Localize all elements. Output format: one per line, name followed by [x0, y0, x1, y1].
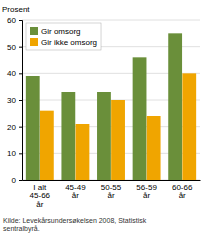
legend-swatch: [30, 27, 38, 35]
tick-label: 56-59år: [136, 183, 157, 201]
tick-label: 45-49år: [65, 183, 86, 201]
tick-label-line: 45-49: [65, 183, 86, 192]
bar: [168, 33, 182, 180]
tick-mark: [19, 100, 22, 101]
bars: [26, 33, 196, 180]
tick-mark: [19, 20, 22, 21]
x-axis: I alt45-66år45-49år50-55år56-59år60-66år: [23, 180, 201, 209]
tick-label-line: 60-66: [172, 183, 193, 192]
grid: [22, 20, 200, 180]
y-axis: 0 10 20 30 40 50 60: [7, 16, 22, 185]
tick: 60: [7, 16, 22, 25]
chart: 0102030405060I alt45-66år45-49år50-55år5…: [0, 0, 206, 234]
tick: 50-55år: [101, 180, 122, 200]
tick-label: 20: [7, 123, 16, 132]
bar: [26, 76, 40, 180]
bar: [40, 111, 54, 180]
legend-swatch: [30, 38, 38, 46]
tick: 50: [7, 43, 22, 52]
tick: 60-66år: [172, 180, 193, 200]
tick-mark: [19, 127, 22, 128]
plot: 0102030405060I alt45-66år45-49år50-55år5…: [7, 16, 200, 209]
bar: [61, 92, 75, 180]
tick: I alt45-66år: [30, 180, 51, 209]
tick: 30: [7, 96, 22, 105]
bar: [133, 57, 147, 180]
tick: 20: [7, 123, 22, 132]
tick-label: 40: [7, 69, 16, 78]
annotation-line: Kilde: Levekårsundersøkelsen 2008, Stati…: [3, 217, 147, 224]
tick-label-line: år: [107, 191, 114, 200]
tick-label: I alt45-66år: [30, 183, 51, 210]
tick-label-line: 45-66: [30, 191, 51, 200]
axis-title: Prosent: [2, 5, 30, 14]
tick: 40: [7, 69, 22, 78]
tick: 56-59år: [136, 180, 157, 200]
tick-label-line: 50-55: [101, 183, 122, 192]
grid-line: [22, 20, 200, 21]
bar: [76, 124, 90, 180]
tick-label-line: år: [179, 191, 186, 200]
bar: [97, 92, 111, 180]
axis-line: [19, 21, 23, 181]
bar: [147, 116, 161, 180]
tick-mark: [19, 47, 22, 48]
tick: 0: [12, 176, 22, 185]
tick-label: 0: [12, 176, 17, 185]
bar-series: [40, 73, 196, 180]
legend-frame: [26, 23, 101, 50]
legend-label: Gir ikke omsorg: [41, 38, 97, 47]
tick-label: 60: [7, 16, 16, 25]
tick-mark: [19, 180, 22, 181]
tick-label-line: I alt: [33, 183, 47, 192]
legend: Gir omsorg Gir ikke omsorg: [26, 23, 101, 50]
tick-mark: [19, 73, 22, 74]
annotation: Kilde: Levekårsundersøkelsen 2008, Stati…: [3, 217, 147, 233]
tick-label-line: år: [72, 191, 79, 200]
tick-label: 30: [7, 96, 16, 105]
annotation-line: sentralbyrå.: [3, 225, 40, 233]
tick: 10: [7, 149, 22, 158]
tick-label-line: 56-59: [136, 183, 157, 192]
axis-line: [23, 180, 201, 181]
legend-item: Gir ikke omsorg: [30, 38, 97, 47]
bar: [182, 73, 196, 180]
bar: [111, 100, 125, 180]
tick-label: 50-55år: [101, 183, 122, 201]
tick-label: 60-66år: [172, 183, 193, 201]
tick-label-line: år: [143, 191, 150, 200]
tick: 45-49år: [65, 180, 86, 200]
tick-label: 10: [7, 149, 16, 158]
tick-mark: [19, 153, 22, 154]
legend-label: Gir omsorg: [41, 27, 81, 36]
bar-series: [26, 33, 182, 180]
tick-label-line: år: [36, 200, 43, 209]
legend-item: Gir omsorg: [30, 27, 81, 36]
tick-label: 50: [7, 43, 16, 52]
